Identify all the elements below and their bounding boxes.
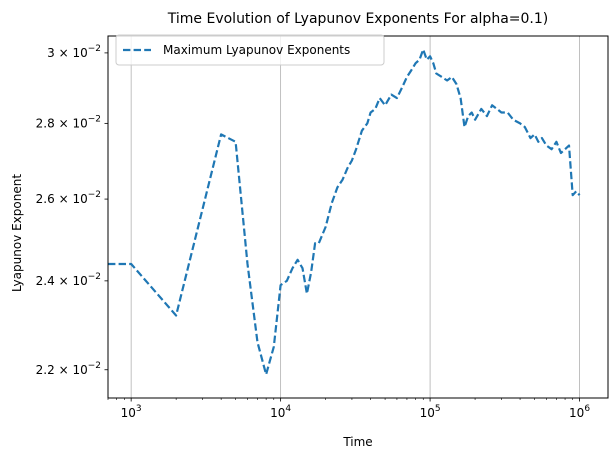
series-line-maximum-lyapunov-exponents [108, 48, 581, 376]
y-tick-label: 2.4 × 10−2 [36, 272, 101, 288]
y-tick-label: 2.8 × 10−2 [36, 114, 101, 130]
x-tick-label: 104 [270, 404, 291, 420]
legend: Maximum Lyapunov Exponents [115, 34, 385, 66]
plot-frame [107, 35, 609, 399]
x-tick-label: 106 [569, 404, 590, 420]
y-tick-label: 2.2 × 10−2 [36, 361, 101, 377]
x-axis-label: Time [342, 435, 372, 449]
grid-lines [130, 36, 580, 398]
legend-box [115, 34, 385, 66]
y-axis-label: Lyapunov Exponent [10, 174, 24, 292]
legend-label: Maximum Lyapunov Exponents [163, 43, 350, 57]
y-tick-label: 3 × 10−2 [47, 44, 101, 60]
y-tick-label: 2.6 × 10−2 [36, 190, 101, 206]
x-tick-label: 105 [420, 404, 441, 420]
y-axis-ticks: 2.2 × 10−2 2.4 × 10−2 2.6 × 10−2 2.8 × 10−2… [36, 44, 108, 377]
x-tick-label: 103 [121, 404, 142, 420]
chart-title: Time Evolution of Lyapunov Exponents For… [167, 11, 548, 27]
x-axis-ticks: 103 104 105 106 [107, 398, 590, 420]
